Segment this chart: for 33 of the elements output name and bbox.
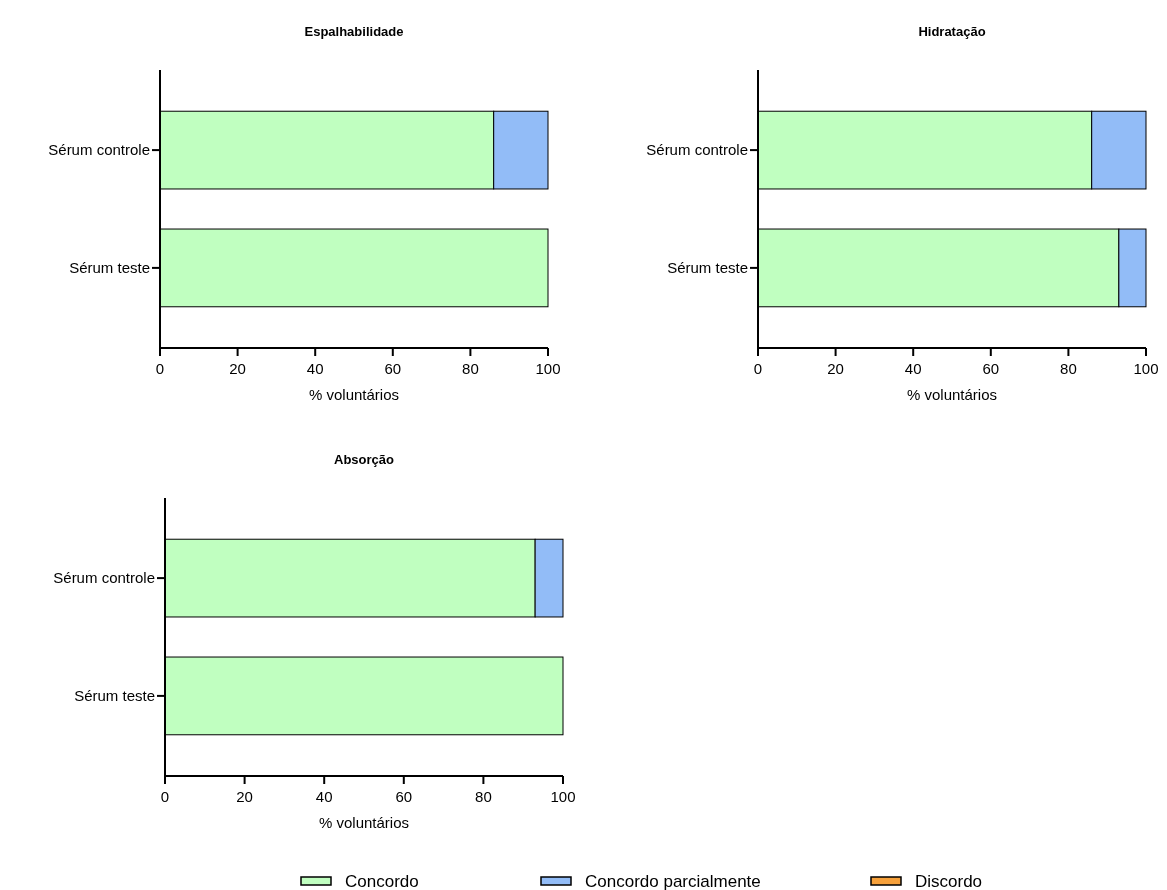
x-tick-label: 60 — [395, 788, 413, 805]
y-tick-label: Sérum controle — [646, 141, 748, 159]
x-tick-label: 60 — [982, 360, 1000, 377]
x-tick-label: 80 — [1060, 360, 1077, 377]
x-tick-label: 100 — [1133, 360, 1159, 377]
x-tick-label: 80 — [475, 788, 492, 805]
y-tick-label: Sérum controle — [53, 569, 155, 587]
x-tick-label: 100 — [535, 360, 561, 377]
x-tick-label: 20 — [229, 360, 246, 377]
x-tick-label: 80 — [462, 360, 479, 377]
x-tick-label: 100 — [550, 788, 576, 805]
x-axis-title: % voluntários — [308, 386, 400, 403]
x-axis-title: % voluntários — [318, 814, 410, 831]
y-tick-label: Sérum teste — [667, 259, 748, 277]
x-tick-label: 40 — [315, 788, 333, 805]
y-tick-label: Sérum teste — [74, 687, 155, 705]
x-tick-label: 0 — [753, 360, 763, 377]
y-tick-label: Sérum controle — [48, 141, 150, 159]
x-axis-title: % voluntários — [906, 386, 998, 403]
x-tick-label: 40 — [306, 360, 324, 377]
x-tick-label: 20 — [827, 360, 844, 377]
x-tick-label: 0 — [160, 788, 170, 805]
legend-label: Discordo — [915, 871, 983, 890]
chart-title: Hidratação — [918, 24, 986, 39]
legend-label: Concordo parcialmente — [585, 871, 761, 890]
y-tick-label: Sérum teste — [69, 259, 150, 277]
chart-title: Espalhabilidade — [304, 24, 404, 39]
x-tick-label: 0 — [155, 360, 165, 377]
x-tick-label: 20 — [236, 788, 253, 805]
chart-title: Absorção — [334, 452, 395, 467]
x-tick-label: 40 — [904, 360, 922, 377]
x-tick-label: 60 — [384, 360, 402, 377]
legend-label: Concordo — [345, 871, 419, 890]
